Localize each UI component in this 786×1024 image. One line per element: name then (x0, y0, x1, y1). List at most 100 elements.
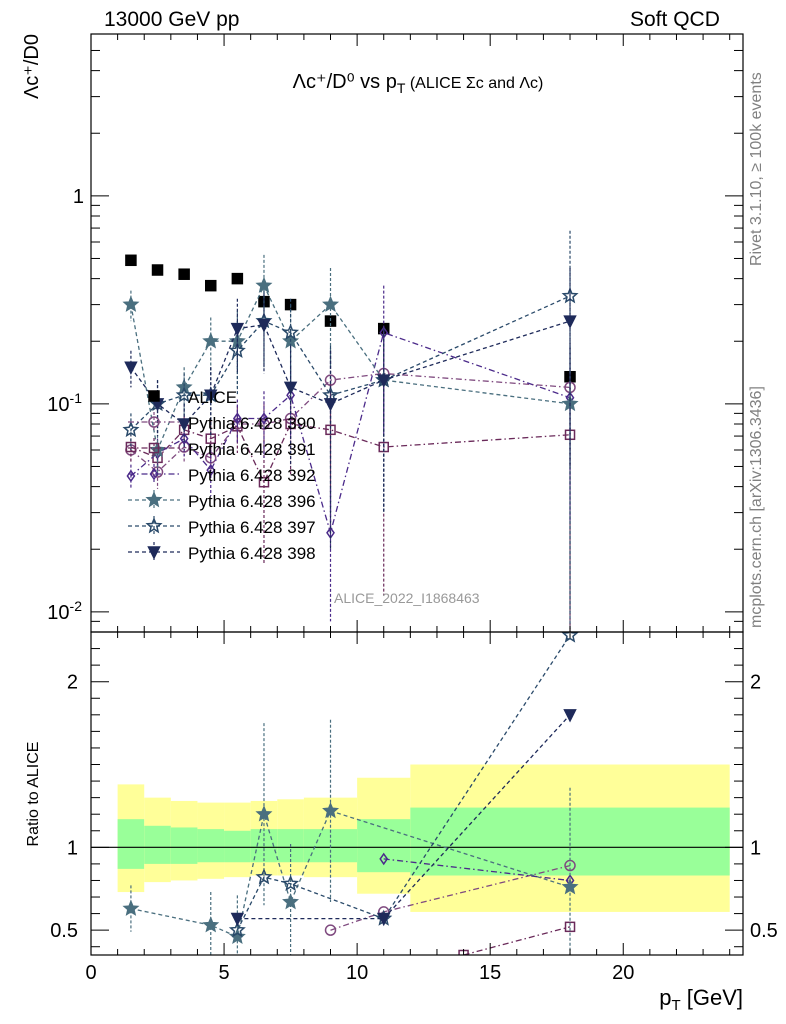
series-line-5 (130, 295, 571, 431)
data-point-6-5 (257, 319, 271, 333)
legend-label-0: ALICE (188, 388, 237, 407)
energy-label: 13000 GeV pp (104, 8, 240, 31)
series-line-6 (130, 320, 571, 425)
legend-label-4: Pythia 6.428 396 (188, 492, 316, 511)
y-tick-exponent: -1 (70, 390, 83, 406)
data-point-5-2 (175, 386, 193, 403)
y-tick-exponent: -2 (70, 598, 83, 614)
legend-label-6: Pythia 6.428 398 (188, 544, 316, 563)
legend-label-5: Pythia 6.428 397 (188, 518, 316, 537)
data-point-6-9 (563, 315, 577, 329)
ratio-point-2-0 (379, 852, 389, 866)
data-point-5-0 (122, 420, 140, 438)
ratio-point-5-1 (377, 912, 391, 927)
x-tick-label-15: 15 (479, 962, 501, 984)
y-tick-base: 10 (47, 602, 69, 624)
ratio-point-5-2 (563, 709, 577, 723)
ratio-point-3-5 (322, 801, 340, 819)
main-frame (90, 33, 744, 633)
ratio-point-3-6 (561, 878, 579, 895)
data-point-4-5 (255, 276, 273, 293)
y-axis-title: Λc⁺/D0 (21, 34, 43, 99)
data-point-4-7 (322, 295, 340, 312)
series-line-3 (130, 331, 571, 536)
plot-title-main: Λc⁺/D⁰ vs p (293, 71, 397, 93)
ratio-series-5 (230, 709, 577, 927)
y-tick-base: 10 (47, 394, 69, 416)
band-inner-2 (170, 827, 198, 864)
band-inner-4 (224, 830, 251, 863)
ratio-y-label-right-2: 2 (750, 672, 761, 694)
ratio-y-label-right-0: 0.5 (750, 920, 778, 942)
data-point-6-7 (323, 398, 338, 412)
data-point-3-4 (232, 412, 242, 425)
legend-label-2: Pythia 6.428 391 (188, 440, 316, 459)
legend-marker-1 (148, 416, 160, 428)
process-label: Soft QCD (630, 8, 720, 31)
ratio-point-4-1 (255, 868, 273, 885)
ratio-point-4-2 (282, 874, 300, 891)
ratio-line-2 (383, 858, 571, 882)
ratio-frame (90, 631, 744, 956)
x-tick-label-20: 20 (612, 962, 634, 984)
y-tick-label-0: 1 (73, 186, 84, 208)
data-point-6-6 (283, 381, 298, 396)
series-line-4 (130, 284, 571, 453)
data-point-0-0 (125, 254, 137, 267)
ratio-point-4-4 (561, 632, 579, 643)
ratio-y-label-left-0: 0.5 (50, 920, 78, 942)
ratio-point-3-3 (255, 805, 273, 822)
data-point-6-8 (377, 374, 391, 388)
ratio-point-0-0 (324, 924, 337, 936)
data-point-6-4 (230, 322, 245, 337)
ratio-point-5-0 (230, 912, 245, 927)
series-0 (125, 254, 576, 383)
data-point-6-3 (204, 389, 218, 403)
legend-marker-0 (148, 390, 160, 402)
ratio-y-label-right-1: 1 (750, 837, 761, 859)
ratio-point-3-2 (228, 927, 246, 944)
legend: ALICE Pythia 6.428 390 Pythia 6.428 391 Pyt… (128, 388, 316, 563)
data-point-4-3 (202, 332, 220, 349)
legend-marker-6 (147, 546, 161, 560)
plot-title-note: (ALICE Σc and Λc) (405, 75, 543, 92)
data-point-0-3 (205, 279, 217, 292)
plot-title-sub: T (397, 80, 406, 96)
main-series (122, 230, 579, 632)
ratio-line-5 (237, 714, 571, 920)
ratio-line-4 (236, 634, 571, 931)
ratio-y-label-left-2: 2 (67, 672, 78, 694)
legend-marker-4 (145, 491, 163, 508)
data-point-6-0 (124, 361, 138, 375)
y-tick-label-2: 10-2 (47, 598, 82, 624)
ratio-y-label-left-1: 1 (67, 837, 78, 859)
data-point-5-6 (282, 323, 300, 340)
data-point-3-2 (179, 432, 189, 445)
y-tick-label-1: 10-1 (47, 390, 82, 416)
ratio-bands (117, 764, 730, 912)
x-axis-title-unit: [GeV] (681, 985, 743, 1010)
band-inner-1 (144, 825, 171, 864)
source-label: mcplots.cern.ch [arXiv:1306.3436] (748, 386, 765, 628)
ratio-point-3-4 (282, 893, 300, 910)
ratio-line-1 (463, 926, 571, 955)
x-tick-label-0: 0 (85, 962, 96, 984)
band-inner-3 (197, 829, 225, 863)
ratio-point-1-1 (564, 921, 576, 933)
ratio-point-3-0 (122, 899, 140, 916)
ratio-y-title: Ratio to ALICE (25, 742, 42, 847)
ratio-point-3-1 (202, 916, 220, 933)
data-point-0-2 (178, 268, 190, 280)
data-point-2-5 (258, 476, 270, 488)
analysis-id-label: ALICE_2022_I1868463 (334, 590, 480, 606)
x-axis-title: pT [GeV] (659, 985, 743, 1014)
x-tick-label-5: 5 (218, 962, 229, 984)
data-point-6-2 (177, 418, 191, 432)
x-tick-label-10: 10 (346, 962, 368, 984)
rivet-version-label: Rivet 3.1.10, ≥ 100k events (748, 72, 765, 266)
data-point-3-5 (259, 412, 269, 425)
series-6 (124, 267, 577, 550)
data-point-0-4 (231, 272, 244, 285)
legend-marker-3 (149, 467, 159, 481)
